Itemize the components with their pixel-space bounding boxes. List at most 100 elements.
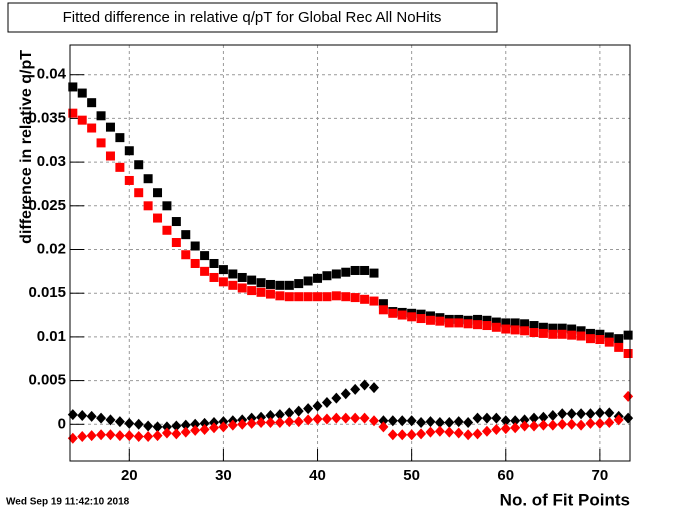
- diamond-marker: [359, 412, 370, 424]
- square-marker: [529, 328, 539, 338]
- square-marker: [378, 305, 388, 315]
- square-marker: [275, 280, 285, 290]
- timestamp: Wed Sep 19 11:42:10 2018: [6, 497, 130, 508]
- square-marker: [331, 269, 341, 279]
- square-marker: [529, 321, 539, 331]
- diamond-marker: [359, 379, 370, 391]
- square-marker: [482, 315, 492, 325]
- diamond-marker: [256, 417, 267, 429]
- diamond-marker: [378, 415, 389, 427]
- square-marker: [595, 329, 605, 339]
- square-marker: [548, 329, 558, 339]
- y-axis-label: difference in relative q/pT: [18, 50, 35, 244]
- square-marker: [171, 217, 181, 227]
- square-marker: [124, 146, 134, 156]
- square-marker: [595, 335, 605, 345]
- diamond-marker: [529, 412, 539, 424]
- diamond-marker: [303, 403, 314, 415]
- diamond-marker: [171, 428, 182, 440]
- square-marker: [96, 111, 106, 121]
- square-marker: [237, 272, 247, 282]
- square-marker: [623, 349, 633, 359]
- diamond-marker: [152, 421, 163, 433]
- diamond-marker: [613, 414, 624, 426]
- title-box: [7, 2, 498, 33]
- diamond-marker: [199, 417, 210, 429]
- diamond-marker: [77, 431, 88, 443]
- square-marker: [585, 328, 595, 338]
- x-tick-label: 20: [121, 467, 138, 484]
- square-marker: [265, 279, 275, 289]
- square-marker: [303, 276, 313, 286]
- diamond-marker: [303, 414, 314, 426]
- square-marker: [501, 318, 511, 328]
- square-marker: [567, 324, 577, 334]
- diamond-marker: [547, 410, 558, 422]
- square-marker: [181, 250, 191, 260]
- square-marker: [491, 317, 501, 327]
- diamond-marker: [434, 425, 445, 437]
- square-marker: [247, 286, 257, 296]
- diamond-marker: [246, 417, 257, 429]
- square-marker: [190, 241, 200, 251]
- square-marker: [576, 326, 586, 336]
- y-tick-label: 0.015: [28, 284, 66, 301]
- square-marker: [68, 82, 78, 92]
- diamond-marker: [312, 413, 323, 425]
- square-marker: [491, 322, 501, 332]
- frame: [69, 44, 631, 462]
- x-tick-label: 30: [215, 467, 232, 484]
- square-marker: [313, 273, 323, 283]
- square-marker: [265, 289, 275, 299]
- square-marker: [538, 322, 548, 332]
- diamond-marker: [124, 417, 135, 429]
- diamond-marker: [472, 412, 483, 424]
- y-tick-label: 0.04: [37, 66, 67, 83]
- square-marker: [360, 294, 370, 304]
- square-marker: [134, 160, 144, 170]
- x-axis-label: No. of Fit Points: [500, 490, 630, 509]
- diamond-marker: [481, 412, 492, 424]
- diamond-marker: [425, 416, 436, 428]
- square-marker: [171, 238, 181, 248]
- diamond-marker: [96, 429, 107, 441]
- square-marker: [369, 296, 379, 306]
- diamond-marker: [538, 411, 549, 423]
- diamond-marker: [105, 414, 116, 426]
- square-marker: [604, 332, 614, 342]
- x-tick-label: 60: [497, 467, 514, 484]
- square-marker: [322, 271, 332, 281]
- square-marker: [294, 292, 304, 302]
- diamond-marker: [594, 407, 605, 419]
- square-marker: [200, 251, 210, 261]
- diamond-marker: [416, 417, 427, 429]
- square-marker: [77, 88, 87, 98]
- diamond-marker: [463, 429, 474, 441]
- diamond-marker: [500, 415, 511, 427]
- diamond-marker: [265, 417, 276, 429]
- diamond-marker: [547, 419, 558, 431]
- square-marker: [256, 278, 266, 288]
- square-marker: [369, 268, 379, 278]
- diamond-marker: [463, 417, 474, 429]
- diamond-marker: [576, 408, 587, 420]
- diamond-marker: [105, 429, 116, 441]
- diamond-marker: [444, 426, 455, 438]
- diamond-marker: [77, 410, 88, 422]
- diamond-marker: [331, 392, 342, 404]
- diamond-marker: [453, 416, 464, 428]
- diamond-marker: [397, 415, 408, 427]
- diamond-marker: [519, 414, 530, 426]
- square-marker: [143, 201, 153, 211]
- square-marker: [294, 279, 304, 289]
- diamond-marker: [143, 420, 154, 432]
- square-marker: [228, 280, 238, 290]
- square-marker: [153, 188, 163, 198]
- diamond-marker: [180, 426, 191, 438]
- y-tick-label: 0: [58, 415, 66, 432]
- square-marker: [557, 329, 567, 339]
- square-marker: [303, 292, 313, 302]
- diamond-marker: [623, 390, 634, 402]
- y-tick-label: 0.005: [28, 372, 66, 389]
- diamond-marker: [585, 408, 596, 420]
